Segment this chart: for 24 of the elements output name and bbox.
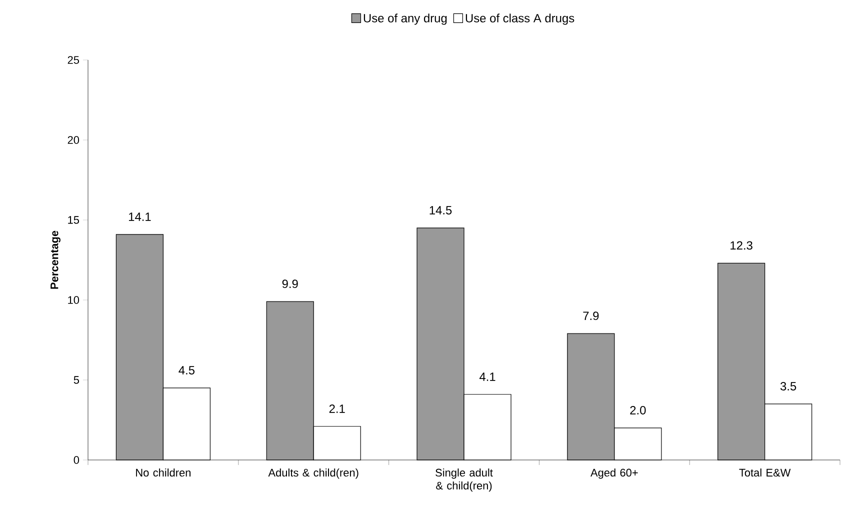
data-label: 12.3 (730, 241, 752, 250)
data-label: 3.5 (780, 382, 796, 390)
data-label: 4.5 (178, 366, 195, 374)
data-label: 2.1 (329, 404, 345, 413)
data-label: 14.1 (128, 212, 151, 221)
data-label: 14.5 (430, 206, 452, 214)
x-tick-label: Adults & child(ren) (268, 468, 358, 479)
y-tick-label: 0 (74, 456, 80, 464)
y-tick-label: 20 (68, 136, 80, 144)
y-tick-label: 5 (74, 376, 80, 384)
x-tick-label: Single adult & child(ren) (436, 468, 493, 492)
y-tick-label: 10 (68, 296, 80, 304)
x-tick-label: No children (136, 468, 190, 477)
data-label: 2.0 (630, 406, 646, 414)
x-tick-label: Total E&W (739, 468, 791, 477)
x-tick-label: Aged 60+ (590, 468, 638, 479)
y-tick-label: 15 (68, 216, 80, 224)
legend-label: Use of class A drugs (466, 14, 574, 25)
legend-label: Use of any drug (364, 14, 447, 25)
y-axis-title: Percentage (50, 230, 60, 289)
data-label: 4.1 (479, 372, 496, 381)
y-tick-label: 25 (68, 56, 80, 64)
data-label: 9.9 (282, 280, 298, 288)
data-label: 7.9 (583, 312, 599, 320)
